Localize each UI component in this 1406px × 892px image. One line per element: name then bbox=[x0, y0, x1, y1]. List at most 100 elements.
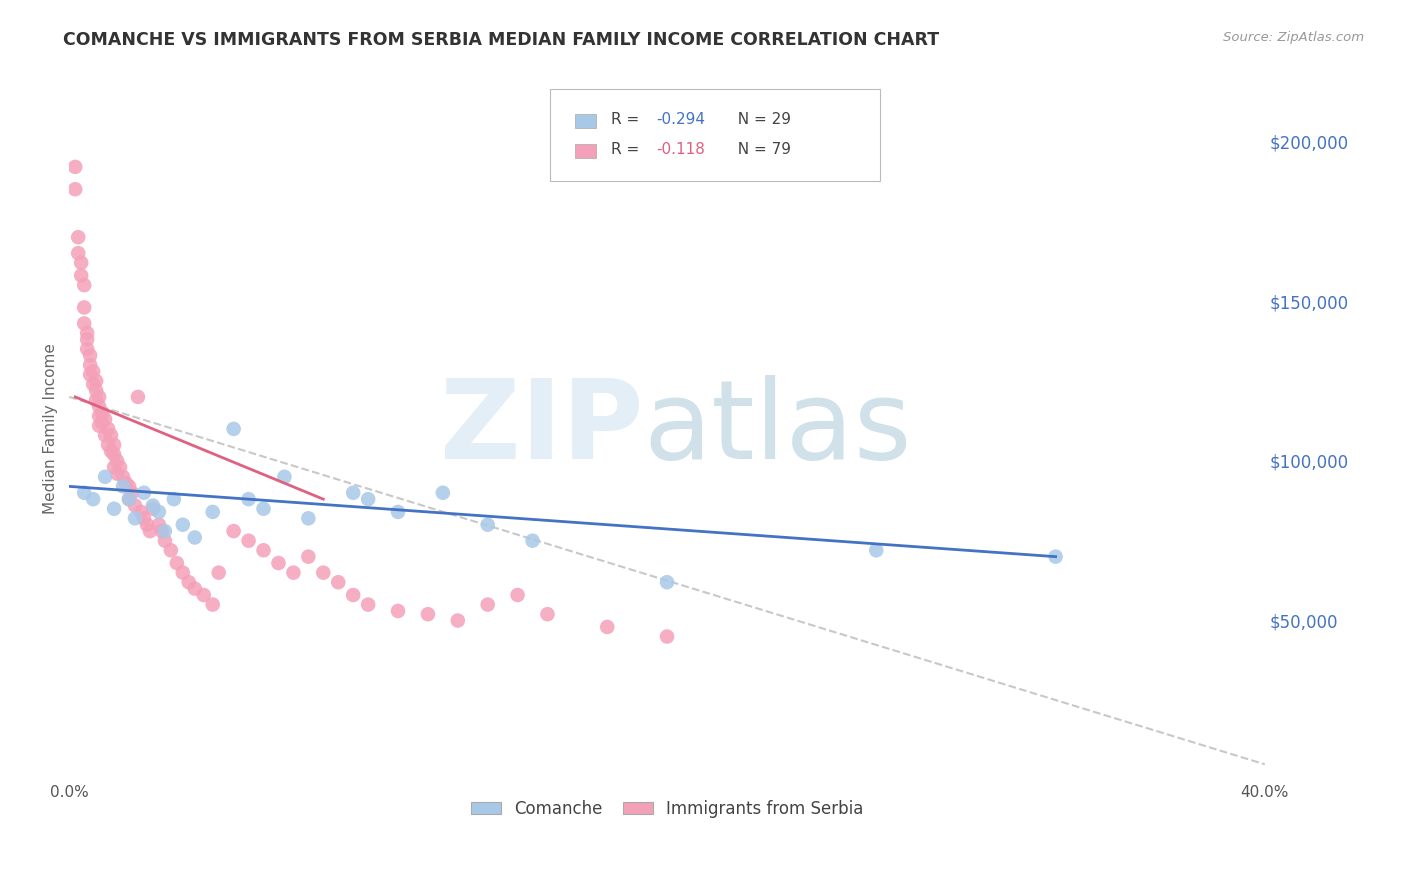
Point bbox=[87, 418, 110, 433]
Point bbox=[142, 499, 165, 513]
Point bbox=[100, 428, 122, 442]
Point bbox=[87, 390, 110, 404]
Point bbox=[84, 384, 107, 398]
Point bbox=[596, 620, 619, 634]
Point bbox=[447, 614, 470, 628]
Point bbox=[82, 492, 104, 507]
Point bbox=[91, 416, 114, 430]
Point bbox=[222, 422, 245, 436]
Point bbox=[506, 588, 529, 602]
Point bbox=[328, 575, 350, 590]
Point bbox=[73, 278, 96, 293]
Point bbox=[70, 268, 93, 283]
Point bbox=[477, 598, 499, 612]
Point bbox=[267, 556, 290, 570]
Point bbox=[79, 358, 101, 372]
Point bbox=[184, 582, 207, 596]
Point bbox=[166, 556, 188, 570]
Point bbox=[124, 511, 146, 525]
Point bbox=[82, 364, 104, 378]
Point bbox=[63, 182, 86, 196]
Point bbox=[105, 454, 128, 468]
Point bbox=[201, 505, 224, 519]
Point bbox=[139, 524, 162, 538]
Point bbox=[136, 517, 159, 532]
Point bbox=[193, 588, 215, 602]
Point bbox=[416, 607, 439, 622]
Point bbox=[79, 368, 101, 382]
FancyBboxPatch shape bbox=[575, 145, 596, 158]
Point bbox=[73, 301, 96, 315]
Text: N = 79: N = 79 bbox=[728, 143, 792, 157]
Point bbox=[97, 438, 120, 452]
Point bbox=[79, 348, 101, 362]
Text: COMANCHE VS IMMIGRANTS FROM SERBIA MEDIAN FAMILY INCOME CORRELATION CHART: COMANCHE VS IMMIGRANTS FROM SERBIA MEDIA… bbox=[63, 31, 939, 49]
Text: R =: R = bbox=[610, 112, 644, 128]
Point bbox=[655, 630, 678, 644]
Point bbox=[163, 492, 186, 507]
Point bbox=[124, 499, 146, 513]
Point bbox=[252, 501, 274, 516]
Point bbox=[172, 566, 194, 580]
Text: Source: ZipAtlas.com: Source: ZipAtlas.com bbox=[1223, 31, 1364, 45]
Point bbox=[97, 422, 120, 436]
Point bbox=[357, 598, 380, 612]
Point bbox=[201, 598, 224, 612]
Point bbox=[84, 393, 107, 408]
Y-axis label: Median Family Income: Median Family Income bbox=[44, 343, 58, 515]
Point bbox=[148, 505, 170, 519]
Point bbox=[177, 575, 200, 590]
Point bbox=[87, 400, 110, 414]
Point bbox=[112, 470, 135, 484]
Point bbox=[67, 230, 90, 244]
Point bbox=[160, 543, 183, 558]
Point bbox=[112, 479, 135, 493]
Point bbox=[94, 470, 117, 484]
FancyBboxPatch shape bbox=[575, 114, 596, 128]
Text: R =: R = bbox=[610, 143, 648, 157]
Point bbox=[70, 256, 93, 270]
Point bbox=[84, 374, 107, 388]
Point bbox=[655, 575, 678, 590]
FancyBboxPatch shape bbox=[550, 89, 880, 181]
Point bbox=[105, 467, 128, 481]
Point bbox=[103, 438, 125, 452]
Point bbox=[312, 566, 335, 580]
Point bbox=[76, 326, 98, 340]
Point bbox=[522, 533, 544, 548]
Point bbox=[238, 492, 260, 507]
Point bbox=[283, 566, 305, 580]
Point bbox=[94, 428, 117, 442]
Point bbox=[129, 505, 152, 519]
Point bbox=[222, 524, 245, 538]
Point bbox=[153, 524, 176, 538]
Text: -0.118: -0.118 bbox=[657, 143, 706, 157]
Point bbox=[297, 511, 319, 525]
Legend: Comanche, Immigrants from Serbia: Comanche, Immigrants from Serbia bbox=[464, 793, 870, 825]
Point bbox=[100, 444, 122, 458]
Point bbox=[103, 460, 125, 475]
Point bbox=[87, 409, 110, 423]
Point bbox=[67, 246, 90, 260]
Point bbox=[238, 533, 260, 548]
Point bbox=[342, 588, 364, 602]
Point bbox=[91, 406, 114, 420]
Point bbox=[118, 492, 141, 507]
Point bbox=[1045, 549, 1067, 564]
Point bbox=[73, 317, 96, 331]
Point bbox=[342, 485, 364, 500]
Point bbox=[148, 517, 170, 532]
Point bbox=[94, 412, 117, 426]
Point bbox=[208, 566, 231, 580]
Point bbox=[63, 160, 86, 174]
Point bbox=[387, 505, 409, 519]
Point bbox=[432, 485, 454, 500]
Point bbox=[536, 607, 558, 622]
Text: ZIP: ZIP bbox=[440, 376, 643, 483]
Point bbox=[115, 476, 138, 491]
Point bbox=[103, 501, 125, 516]
Point bbox=[82, 377, 104, 392]
Point bbox=[172, 517, 194, 532]
Point bbox=[273, 470, 295, 484]
Point bbox=[108, 460, 131, 475]
